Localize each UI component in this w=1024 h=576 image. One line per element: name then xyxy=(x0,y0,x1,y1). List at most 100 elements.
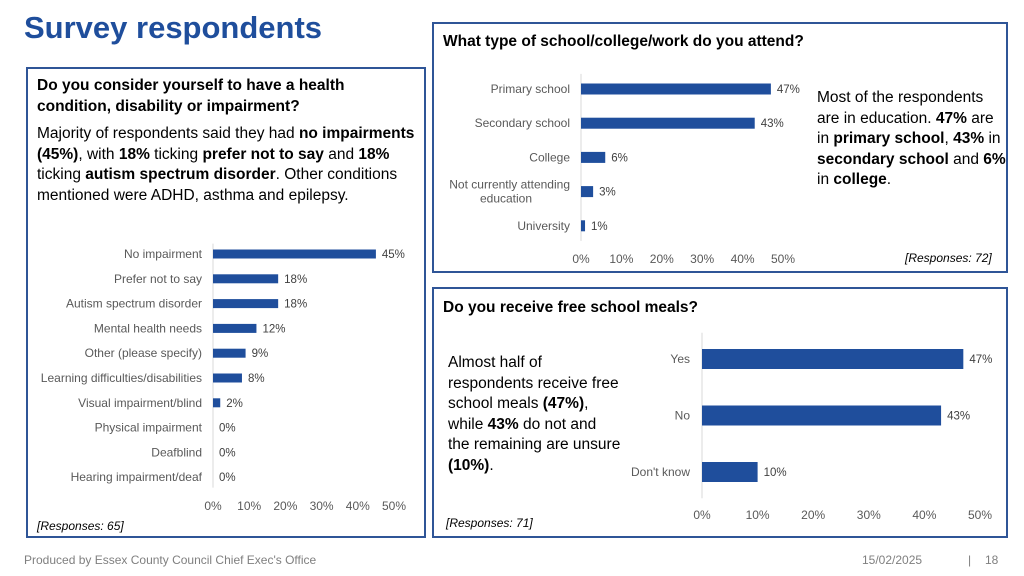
summary-text: in xyxy=(817,171,834,188)
disability-value-label: 0% xyxy=(219,447,236,459)
meals-tick-label: 30% xyxy=(857,508,881,522)
summary-bold: (10%) xyxy=(448,456,490,474)
footer-page-number: 18 xyxy=(985,553,999,567)
footer-credit: Produced by Essex County Council Chief E… xyxy=(24,553,317,567)
summary-text: . xyxy=(489,456,494,474)
disability-category-label: Physical impairment xyxy=(95,421,203,435)
summary-text: . xyxy=(886,171,892,188)
disability-summary: Majority of respondents said they had no… xyxy=(37,124,417,206)
summary-bold: 47% xyxy=(935,109,967,127)
disability-bar xyxy=(213,274,279,284)
summary-bold: college xyxy=(833,171,887,188)
summary-text: Most of the respondents are in education… xyxy=(817,89,984,127)
summary-bold: 6% xyxy=(983,150,1006,168)
disability-value-label: 0% xyxy=(219,472,236,484)
summary-bold: 18% xyxy=(358,145,390,163)
disability-value-label: 9% xyxy=(252,348,269,360)
summary-text: and xyxy=(323,145,359,163)
disability-responses: [Responses: 65] xyxy=(37,519,124,533)
disability-category-label: Visual impairment/blind xyxy=(78,396,202,410)
summary-text: are in xyxy=(817,109,994,148)
summary-bold: (47%) xyxy=(542,395,585,412)
school-tick-label: 50% xyxy=(771,252,795,266)
page-title: Survey respondents xyxy=(24,10,323,45)
meals-category-label: Yes xyxy=(670,352,690,366)
school-bar xyxy=(581,186,594,198)
disability-bar xyxy=(213,398,221,408)
disability-category-label: Learning difficulties/disabilities xyxy=(41,371,202,385)
school-value-label: 47% xyxy=(777,84,800,96)
summary-text: do not and the remaining are unsure xyxy=(448,415,621,454)
summary-text: Almost half of respondents receive free … xyxy=(448,354,619,412)
school-bar xyxy=(581,117,755,129)
school-value-label: 6% xyxy=(611,152,628,164)
summary-bold: no impairments (45%) xyxy=(37,125,415,163)
disability-category-label: No impairment xyxy=(124,247,203,261)
summary-text: Majority of respondents said they had xyxy=(37,125,299,142)
meals-tick-label: 10% xyxy=(746,508,770,522)
meals-category-label: No xyxy=(675,409,691,423)
disability-tick-label: 20% xyxy=(273,499,297,513)
disability-bar xyxy=(213,299,279,309)
school-question: What type of school/college/work do you … xyxy=(443,33,804,50)
disability-value-label: 2% xyxy=(226,398,243,410)
disability-category-label: Other (please specify) xyxy=(85,346,202,360)
school-panel: What type of school/college/work do you … xyxy=(432,22,1008,273)
school-tick-label: 10% xyxy=(609,252,633,266)
school-value-label: 1% xyxy=(591,221,608,233)
disability-value-label: 45% xyxy=(382,249,405,261)
school-category-label-line: education xyxy=(480,192,532,206)
school-bar xyxy=(581,151,606,163)
meals-responses: [Responses: 71] xyxy=(446,516,533,530)
summary-bold: prefer not to say xyxy=(202,145,324,163)
meals-value-label: 43% xyxy=(947,411,970,423)
summary-text: and xyxy=(948,150,984,168)
meals-tick-label: 40% xyxy=(912,508,936,522)
school-responses: [Responses: 72] xyxy=(905,251,992,265)
summary-text: , with xyxy=(78,145,119,163)
summary-bold: primary school xyxy=(833,130,945,147)
summary-text: in xyxy=(984,130,1001,147)
disability-tick-label: 50% xyxy=(382,499,406,513)
school-value-label: 43% xyxy=(761,118,784,130)
footer-date: 15/02/2025 xyxy=(862,553,923,567)
school-tick-label: 30% xyxy=(690,252,714,266)
disability-category-label: Deafblind xyxy=(151,445,202,459)
disability-question: Do you consider yourself to have a healt… xyxy=(37,77,345,115)
disability-tick-label: 30% xyxy=(310,499,334,513)
meals-value-label: 47% xyxy=(969,354,992,366)
school-category-label: University xyxy=(517,219,570,233)
disability-tick-label: 10% xyxy=(237,499,261,513)
meals-summary: Almost half of respondents receive free … xyxy=(448,353,622,476)
summary-bold: autism spectrum disorder xyxy=(85,166,276,183)
summary-bold: secondary school xyxy=(817,150,949,168)
school-category-label: Secondary school xyxy=(475,116,570,130)
disability-value-label: 8% xyxy=(248,373,265,385)
school-tick-label: 20% xyxy=(650,252,674,266)
disability-bar xyxy=(213,323,257,333)
meals-category-label: Don't know xyxy=(631,465,690,479)
meals-question: Do you receive free school meals? xyxy=(443,299,698,316)
disability-value-label: 18% xyxy=(284,274,307,286)
meals-panel: Do you receive free school meals? Almost… xyxy=(432,287,1008,538)
school-value-label: 3% xyxy=(599,187,616,199)
disability-bar xyxy=(213,249,376,259)
disability-panel: Do you consider yourself to have a healt… xyxy=(26,67,426,538)
summary-text: , while xyxy=(448,395,589,433)
footer-separator: | xyxy=(968,553,972,567)
summary-bold: 43% xyxy=(487,415,519,433)
disability-value-label: 0% xyxy=(219,423,236,435)
school-summary: Most of the respondents are in education… xyxy=(817,88,1007,191)
meals-bar xyxy=(702,462,758,482)
school-category-label: Not currently attending education xyxy=(449,178,570,206)
disability-category-label: Prefer not to say xyxy=(114,272,202,286)
school-category-label-line: Not currently attending xyxy=(449,178,570,192)
disability-bar xyxy=(213,373,242,383)
school-bar xyxy=(581,220,586,232)
school-category-label: College xyxy=(529,150,570,164)
disability-value-label: 12% xyxy=(262,323,285,335)
disability-value-label: 18% xyxy=(284,299,307,311)
disability-category-label: Hearing impairment/deaf xyxy=(71,470,203,484)
meals-bar xyxy=(702,349,964,369)
disability-bar xyxy=(213,348,246,358)
